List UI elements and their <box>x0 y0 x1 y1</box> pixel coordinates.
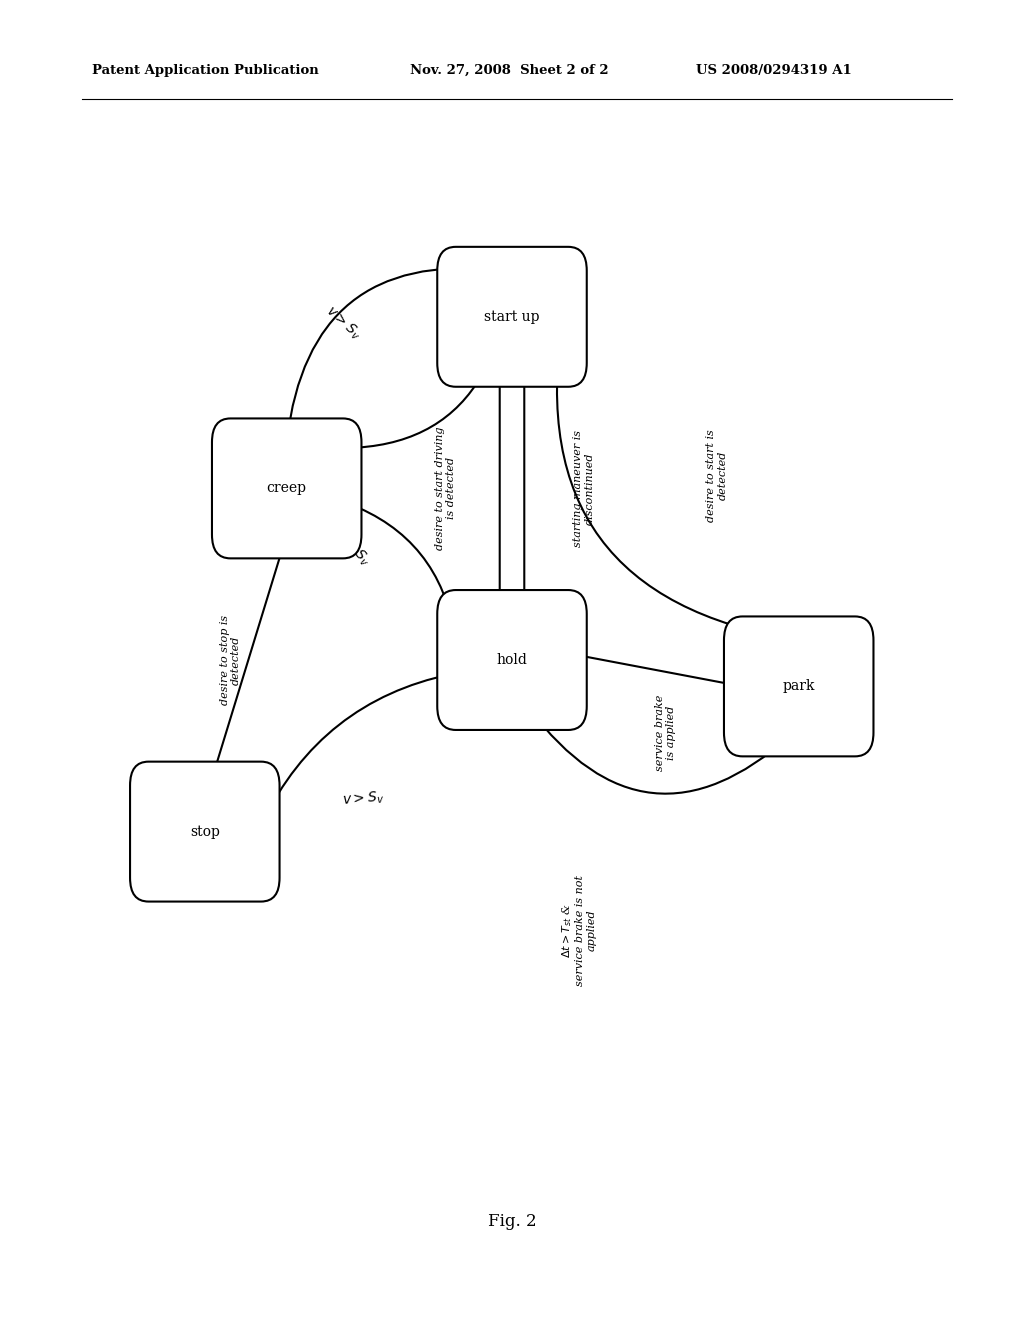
Text: desire to start driving
is detected: desire to start driving is detected <box>434 426 457 550</box>
Text: Patent Application Publication: Patent Application Publication <box>92 63 318 77</box>
FancyBboxPatch shape <box>437 590 587 730</box>
Text: creep: creep <box>266 482 307 495</box>
Text: start up: start up <box>484 310 540 323</box>
Text: service brake
is applied: service brake is applied <box>654 694 677 771</box>
Text: hold: hold <box>497 653 527 667</box>
Text: $\Delta t > T_{st}$ &
service brake is not
applied: $\Delta t > T_{st}$ & service brake is n… <box>560 875 597 986</box>
FancyBboxPatch shape <box>724 616 873 756</box>
Text: US 2008/0294319 A1: US 2008/0294319 A1 <box>696 63 852 77</box>
Text: Nov. 27, 2008  Sheet 2 of 2: Nov. 27, 2008 Sheet 2 of 2 <box>410 63 608 77</box>
FancyBboxPatch shape <box>212 418 361 558</box>
Text: Fig. 2: Fig. 2 <box>487 1213 537 1229</box>
Text: desire to start is
detected: desire to start is detected <box>706 429 728 521</box>
FancyBboxPatch shape <box>130 762 280 902</box>
Text: desire to stop is
detected: desire to stop is detected <box>219 615 242 705</box>
Text: starting maneuver is
discontinued: starting maneuver is discontinued <box>572 430 595 546</box>
FancyBboxPatch shape <box>437 247 587 387</box>
Text: $v < S_v$: $v < S_v$ <box>333 527 374 569</box>
Text: $v > S_v$: $v > S_v$ <box>322 304 365 343</box>
Text: park: park <box>782 680 815 693</box>
Text: stop: stop <box>189 825 220 838</box>
Text: $v > S_v$: $v > S_v$ <box>342 788 385 809</box>
